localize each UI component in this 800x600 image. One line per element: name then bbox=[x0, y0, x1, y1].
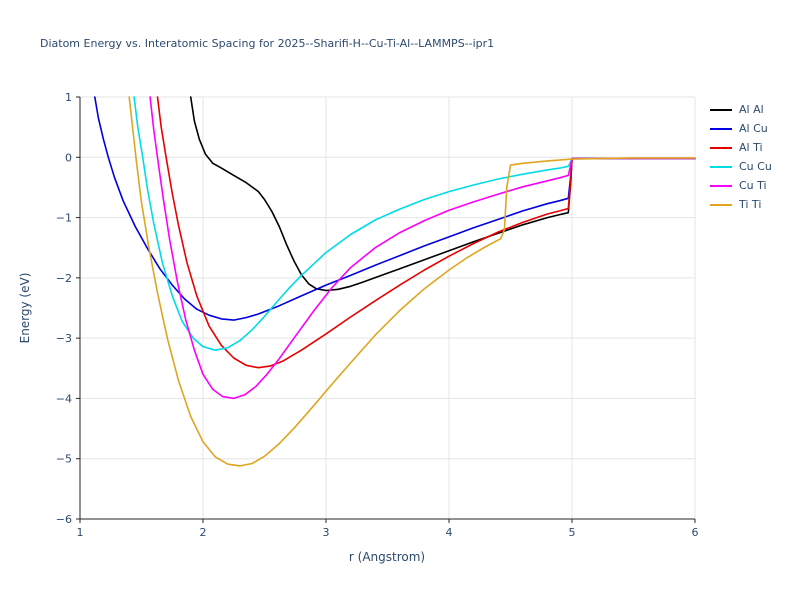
legend-label: Al Al bbox=[739, 103, 764, 116]
x-tick-label: 3 bbox=[323, 526, 330, 539]
legend-line-swatch bbox=[710, 203, 732, 206]
legend-item-cu-ti: Cu Ti bbox=[710, 176, 772, 195]
legend-item-cu-cu: Cu Cu bbox=[710, 157, 772, 176]
series-line-al-cu bbox=[94, 96, 696, 321]
series-line-cu-ti bbox=[149, 96, 696, 400]
x-tick-label: 2 bbox=[200, 526, 207, 539]
legend-line-swatch bbox=[710, 184, 732, 187]
x-tick-label: 5 bbox=[569, 526, 576, 539]
y-tick-label: 1 bbox=[65, 91, 72, 104]
y-tick-label: −2 bbox=[56, 272, 72, 285]
series-lines bbox=[94, 96, 696, 467]
legend-item-al-cu: Al Cu bbox=[710, 119, 772, 138]
series-line-ti-ti bbox=[128, 96, 696, 467]
legend-line-swatch bbox=[710, 146, 732, 149]
y-tick-label: −1 bbox=[56, 212, 72, 225]
series-line-cu-cu bbox=[133, 96, 696, 351]
legend-label: Al Ti bbox=[739, 141, 763, 154]
legend-line-swatch bbox=[710, 108, 732, 111]
legend-label: Al Cu bbox=[739, 122, 768, 135]
legend-label: Ti Ti bbox=[739, 198, 762, 211]
legend-item-ti-ti: Ti Ti bbox=[710, 195, 772, 214]
gridlines bbox=[79, 96, 696, 520]
legend-item-al-ti: Al Ti bbox=[710, 138, 772, 157]
axes bbox=[76, 96, 696, 523]
x-tick-label: 1 bbox=[77, 526, 84, 539]
y-tick-label: −5 bbox=[56, 453, 72, 466]
y-tick-label: −6 bbox=[56, 513, 72, 526]
y-tick-label: −4 bbox=[56, 392, 72, 405]
legend-line-swatch bbox=[710, 127, 732, 130]
chart-title: Diatom Energy vs. Interatomic Spacing fo… bbox=[40, 37, 495, 50]
y-tick-label: −3 bbox=[56, 332, 72, 345]
tick-labels: 1 2 3 4 5 6 1 0 −1 −2 −3 −4 −5 −6 bbox=[56, 91, 699, 539]
series-line-al-al bbox=[189, 96, 696, 292]
series-line-al-ti bbox=[156, 96, 696, 369]
y-tick-label: 0 bbox=[65, 151, 72, 164]
legend-item-al-al: Al Al bbox=[710, 100, 772, 119]
legend: Al Al Al Cu Al Ti Cu Cu Cu Ti Ti Ti bbox=[710, 100, 772, 214]
legend-label: Cu Ti bbox=[739, 179, 767, 192]
x-tick-label: 6 bbox=[692, 526, 699, 539]
x-axis-label: r (Angstrom) bbox=[348, 550, 426, 564]
legend-line-swatch bbox=[710, 165, 732, 168]
x-tick-label: 4 bbox=[446, 526, 453, 539]
legend-label: Cu Cu bbox=[739, 160, 772, 173]
